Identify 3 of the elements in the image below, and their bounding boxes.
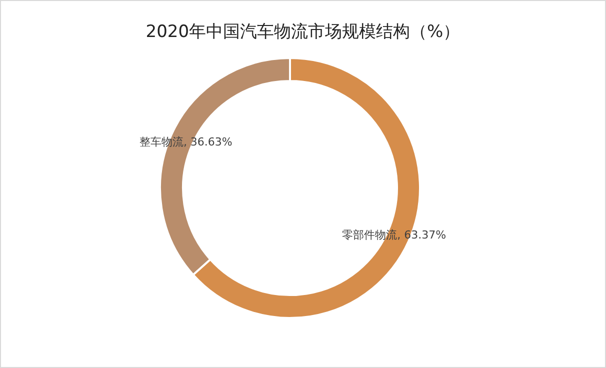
data-label: , 36.63% [183,136,232,149]
slice-label: 零部件物流 [342,228,398,242]
chart-title: 2020年中国汽车物流市场规模结构（%） [146,22,460,42]
